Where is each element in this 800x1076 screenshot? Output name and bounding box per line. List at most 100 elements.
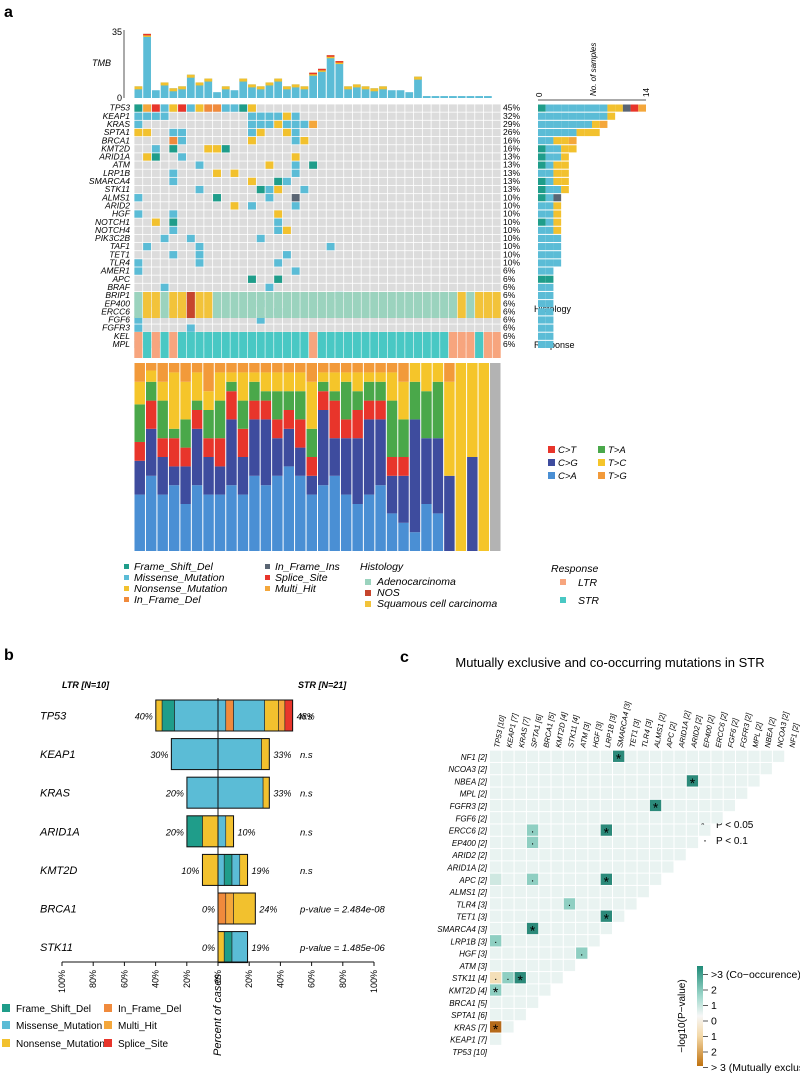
pairwise-cell xyxy=(625,885,637,898)
pairwise-cell xyxy=(600,885,612,898)
oncoprint-cell xyxy=(247,251,256,259)
pairwise-significant-cell xyxy=(526,836,539,849)
oncoprint-cell xyxy=(309,226,318,234)
oncoprint-mutation xyxy=(300,120,309,129)
pairwise-cell xyxy=(711,799,723,812)
samples-bar-segment xyxy=(599,104,608,112)
oncoprint-cell xyxy=(344,161,353,169)
gene-label-b: STK11 xyxy=(40,942,73,954)
spectrum-segment xyxy=(237,457,249,495)
samples-bar-segment xyxy=(615,104,623,112)
pairwise-cell xyxy=(502,959,514,972)
oncoprint-mutation xyxy=(265,161,274,169)
oncoprint-cell xyxy=(448,226,457,234)
spectrum-segment xyxy=(237,428,249,457)
oncoprint-cell xyxy=(230,226,239,234)
oncoprint-cell xyxy=(178,112,187,120)
oncoprint-cell xyxy=(457,112,466,120)
gene-label: APC xyxy=(112,274,131,284)
oncoprint-mutation xyxy=(291,120,300,129)
oncoprint-cell xyxy=(256,242,265,251)
samples-bar-segment xyxy=(545,316,554,324)
oncoprint-mutation xyxy=(169,137,178,145)
tmb-bar-nonsense xyxy=(361,86,370,90)
oncoprint-cell xyxy=(361,275,370,283)
pairwise-row-label: FGFR3 [2] xyxy=(450,802,488,811)
gene-label: TLR4 xyxy=(109,258,130,268)
spectrum-segment xyxy=(214,363,226,373)
oncoprint-cell xyxy=(370,202,379,210)
histology-cell xyxy=(300,292,309,318)
pairwise-cell xyxy=(674,775,686,787)
str-segment xyxy=(225,892,234,925)
oncoprint-mutation xyxy=(195,259,204,267)
response-cell xyxy=(483,332,492,358)
oncoprint-cell xyxy=(396,283,405,292)
oncoprint-cell xyxy=(317,169,326,177)
gene-label: SPTA1 xyxy=(104,127,131,137)
oncoprint-cell xyxy=(405,153,414,161)
spectrum-segment xyxy=(249,475,260,551)
pairwise-cell xyxy=(563,787,576,799)
pairwise-cell xyxy=(563,812,576,824)
oncoprint-cell xyxy=(195,177,204,186)
pairwise-cell xyxy=(514,762,526,775)
oncoprint-cell xyxy=(195,194,204,202)
spectrum-segment xyxy=(432,513,444,551)
oncoprint-cell xyxy=(169,316,178,324)
oncoprint-cell xyxy=(282,145,291,153)
oncoprint-cell xyxy=(387,251,396,259)
samples-bar-segment xyxy=(538,161,546,169)
oncoprint-cell xyxy=(361,259,370,267)
pairwise-cell xyxy=(539,812,551,824)
oncoprint-cell xyxy=(239,137,248,145)
pairwise-cell xyxy=(686,836,699,849)
oncoprint-cell xyxy=(387,128,396,137)
pairwise-title: Mutually exclusive and co-occurring muta… xyxy=(455,655,764,670)
pairwise-cell xyxy=(588,836,600,849)
oncoprint-cell xyxy=(335,104,344,112)
samples-bar-segment xyxy=(545,226,554,234)
spectrum-segment xyxy=(226,381,237,392)
spectrum-segment xyxy=(329,400,340,439)
pairwise-cell xyxy=(723,799,735,812)
response-cell xyxy=(492,332,501,358)
oncoprint-cell xyxy=(247,324,256,332)
response-cell xyxy=(396,332,405,358)
gene-percent: 10% xyxy=(503,192,520,202)
pairwise-cell xyxy=(563,959,576,972)
oncoprint-cell xyxy=(317,234,326,243)
histology-cell xyxy=(212,292,222,318)
response-legend-label: LTR xyxy=(578,577,597,589)
tmb-bar xyxy=(291,84,300,98)
samples-bar-segment xyxy=(545,186,554,194)
mutation-legend-swatch xyxy=(265,586,270,591)
oncoprint-cell xyxy=(204,324,213,332)
pairwise-marker: · xyxy=(506,973,510,985)
pairwise-row-label: HGF [3] xyxy=(459,950,488,959)
oncoprint-cell xyxy=(195,202,204,210)
oncoprint-cell xyxy=(396,161,405,169)
pairwise-significant-cell xyxy=(490,984,502,996)
spectrum-segment xyxy=(444,381,455,476)
oncoprint-cell xyxy=(466,202,475,210)
oncoprint-cell xyxy=(309,218,318,226)
samples-bar-segment xyxy=(599,120,608,128)
oncoprint-cell xyxy=(387,177,396,186)
samples-bar-segment xyxy=(553,112,562,120)
response-cell xyxy=(361,332,370,358)
oncoprint-cell xyxy=(204,153,213,161)
oncoprint-cell xyxy=(239,153,248,161)
oncoprint-cell xyxy=(143,137,152,145)
oncoprint-cell xyxy=(405,267,414,275)
pairwise-cell xyxy=(613,787,625,799)
oncoprint-cell xyxy=(204,226,213,234)
oncoprint-cell xyxy=(195,137,204,145)
pairwise-cell xyxy=(502,849,514,861)
oncoprint-mutation xyxy=(256,234,265,243)
oncoprint-cell xyxy=(326,161,335,169)
oncoprint-cell xyxy=(239,324,248,332)
oncoprint-cell xyxy=(186,128,195,137)
spectrum-segment xyxy=(375,400,386,420)
pairwise-cell xyxy=(514,984,526,996)
